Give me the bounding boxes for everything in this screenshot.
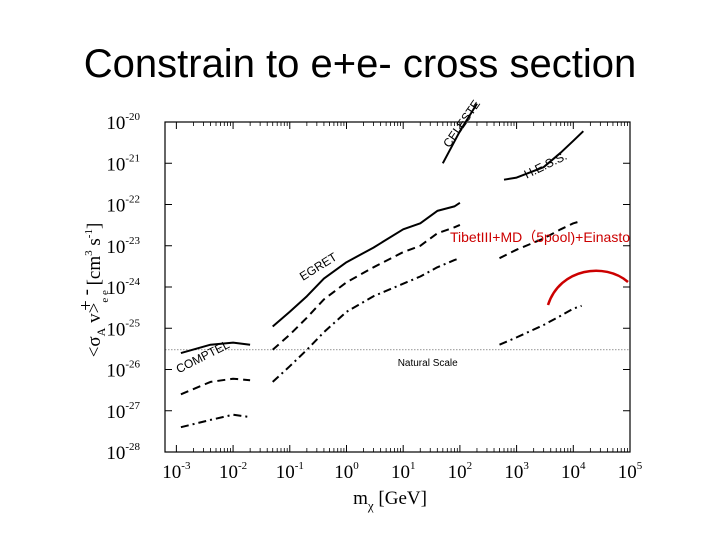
natural-scale-layer: Natural Scale (165, 349, 630, 369)
y-tick-label: 10-24 (106, 276, 140, 299)
x-tick-label: 103 (504, 460, 529, 483)
y-tick-label: 10-28 (106, 441, 140, 464)
x-tick-label: 102 (448, 460, 473, 483)
series-egret-dashed (272, 223, 461, 351)
slide-title: Constrain to e+e- cross section (83, 42, 637, 86)
series-celeste-solid (441, 103, 478, 164)
series-comptel-dashed (180, 377, 251, 396)
x-tick-label: 10-2 (219, 460, 247, 483)
series-layer (180, 103, 584, 429)
annotation-layer: TibetIII+MD（5pool)+Einasto (450, 229, 630, 306)
y-tick-label: 10-22 (106, 194, 140, 217)
y-tick-label: 10-23 (106, 235, 140, 258)
y-tick-label: 10-26 (106, 359, 140, 382)
plot-frame (164, 121, 631, 453)
y-tick-label: 10-27 (106, 400, 140, 423)
y-axis-label: <σA v>e e [cm3 s-1] (83, 223, 111, 358)
axis-label-layer: mχ [GeV] <σA v>e e [cm3 s-1]+ - (76, 223, 427, 513)
series-hess-solid (503, 130, 584, 181)
curve-label-hess: H.E.S.S. (522, 149, 569, 182)
x-tick-label: 104 (561, 460, 586, 483)
natural-scale-label: Natural Scale (398, 358, 458, 369)
y-tick-label: 10-21 (106, 152, 140, 175)
curve-label-egret: EGRET (297, 249, 340, 283)
series-comptel-solid (180, 341, 251, 355)
x-axis-label: mχ [GeV] (353, 488, 427, 513)
series-egret-dashdot (272, 257, 461, 383)
x-tick-label: 101 (391, 460, 416, 483)
x-tick-label: 105 (618, 460, 643, 483)
tick-layer: 10-3 10-2 10-1 100 101 102 103 104 105 10-20 10-21… (106, 111, 642, 483)
series-egret-solid (272, 201, 461, 328)
x-tick-label: 10-3 (162, 460, 191, 483)
x-tick-label: 100 (334, 460, 359, 483)
x-tick-label: 10-1 (276, 460, 304, 483)
series-tibet-dashdot (499, 304, 582, 346)
series-comptel-dashdot (180, 413, 251, 429)
y-axis-label-charges: + - (76, 289, 97, 311)
annotation-text: TibetIII+MD（5pool)+Einasto (450, 229, 630, 245)
y-tick-label: 10-25 (106, 317, 140, 340)
annotation-arc (546, 269, 629, 306)
curve-label-comptel: COMPTEL (174, 337, 232, 376)
series-tibet-dashed (499, 219, 582, 260)
y-tick-label: 10-20 (106, 111, 140, 134)
